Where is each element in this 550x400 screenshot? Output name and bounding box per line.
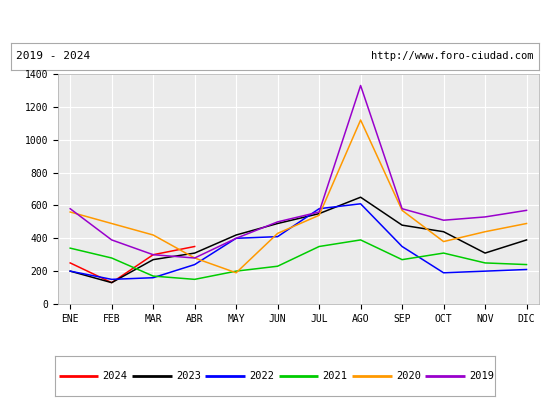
Text: 2024: 2024 [103, 371, 128, 381]
Text: Evolucion Nº Turistas Extranjeros en el municipio de Villar del Buey: Evolucion Nº Turistas Extranjeros en el … [51, 14, 499, 28]
Text: 2019: 2019 [469, 371, 494, 381]
Text: 2021: 2021 [323, 371, 348, 381]
Text: http://www.foro-ciudad.com: http://www.foro-ciudad.com [371, 51, 534, 61]
Text: 2020: 2020 [396, 371, 421, 381]
Text: 2022: 2022 [249, 371, 274, 381]
Text: 2023: 2023 [176, 371, 201, 381]
Text: 2019 - 2024: 2019 - 2024 [16, 51, 91, 61]
